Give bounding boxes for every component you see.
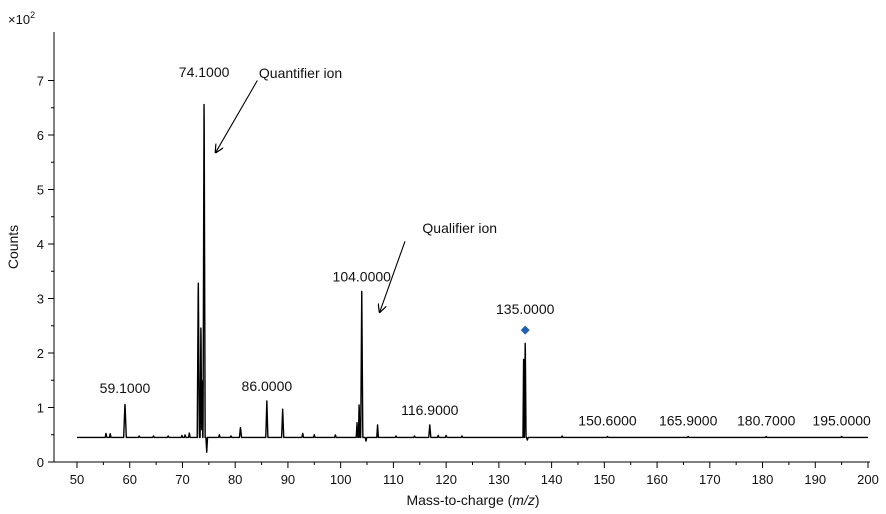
peak-labels-group: 59.1000 74.1000 86.0000 104.0000 116.9000 135…: [100, 64, 871, 428]
x-tick-label: 110: [383, 472, 404, 487]
peak-label: 116.9000: [401, 402, 459, 418]
x-axis-title-prefix: Mass-to-charge (: [406, 492, 512, 508]
y-multiplier-base: ×10: [8, 12, 30, 27]
x-tick-label: 60: [122, 472, 136, 487]
y-multiplier-exponent: 2: [30, 10, 35, 20]
annotation-arrow: [380, 241, 406, 312]
x-ticks-group: 50 60 70 80 90 100 110 120 130 140 150 160 170 180 190…: [70, 462, 879, 487]
annotation-arrow: [216, 80, 258, 153]
x-tick-label: 90: [281, 472, 295, 487]
x-tick-label: 50: [70, 472, 84, 487]
spectrum-series-line: [76, 103, 869, 453]
x-tick-label: 180: [752, 472, 774, 487]
y-tick-label: 4: [37, 237, 44, 252]
peak-label: 165.9000: [659, 412, 718, 428]
peak-label: 104.0000: [333, 268, 392, 284]
y-tick-label: 3: [37, 292, 44, 307]
x-axis-title-variable: m/z: [512, 492, 535, 508]
x-tick-label: 70: [175, 472, 189, 487]
y-axis-title: Counts: [5, 225, 21, 269]
x-tick-label: 170: [699, 472, 721, 487]
x-tick-label: 130: [488, 472, 510, 487]
annotation-label: Qualifier ion: [422, 220, 497, 236]
peak-label: 74.1000: [179, 64, 230, 80]
annotation-label: Quantifier ion: [259, 65, 342, 81]
peak-label: 59.1000: [100, 380, 151, 396]
peak-label: 180.7000: [737, 412, 796, 428]
x-axis-title-suffix: ): [535, 492, 540, 508]
y-ticks-group: 0 1 2 3 4 5 6 7: [37, 74, 54, 470]
x-tick-label: 140: [541, 472, 563, 487]
x-tick-label: 120: [435, 472, 457, 487]
y-tick-label: 2: [37, 346, 44, 361]
y-tick-label: 1: [37, 401, 44, 416]
annotations-group: Quantifier ion Qualifier ion: [216, 65, 497, 312]
x-tick-label: 200: [857, 472, 879, 487]
x-tick-label: 80: [228, 472, 242, 487]
y-multiplier-label: ×102: [8, 10, 35, 27]
diamond-marker: [520, 325, 530, 335]
x-axis-title: Mass-to-charge (m/z): [406, 492, 539, 508]
y-tick-label: 5: [37, 183, 44, 198]
y-tick-label: 6: [37, 128, 44, 143]
x-tick-label: 100: [330, 472, 352, 487]
x-tick-label: 150: [593, 472, 615, 487]
peak-label: 135.0000: [496, 301, 555, 317]
y-tick-label: 0: [37, 455, 44, 470]
peak-label: 86.0000: [242, 378, 293, 394]
peak-label: 195.0000: [812, 412, 871, 428]
peak-label: 150.6000: [578, 412, 637, 428]
x-tick-label: 190: [804, 472, 826, 487]
y-tick-label: 7: [37, 74, 44, 89]
x-tick-label: 160: [646, 472, 668, 487]
